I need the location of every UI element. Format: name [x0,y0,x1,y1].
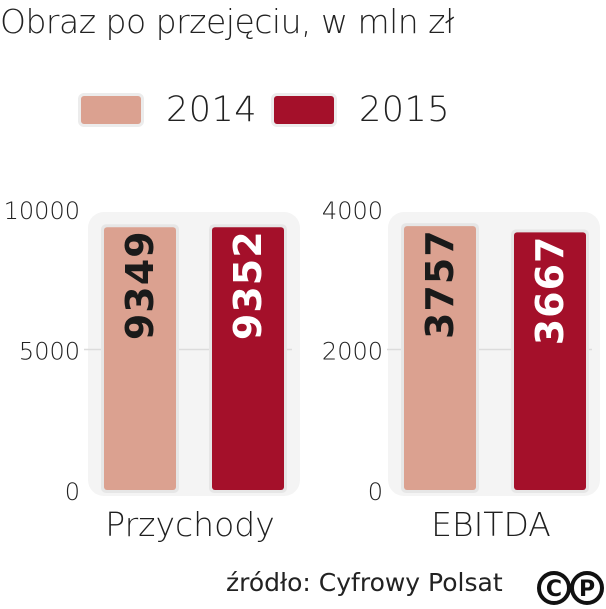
bar-value-label-1-0: 3757 [418,229,462,339]
bar-value-label-1-1: 3667 [528,236,572,346]
bar-value-label-0-0: 9349 [118,230,162,340]
bar-1-1 [514,232,586,490]
legend-label-2015: 2015 [359,90,451,130]
y-tick-label-1-1: 2000 [322,338,383,366]
cp-logo-letter-c: C [546,577,562,602]
legend-item-2015: 2015 [271,90,450,130]
source-note: źródło: Cyfrowy Polsat [226,568,503,597]
bar-0-1 [212,227,284,490]
legend-label-2014: 2014 [166,90,258,130]
y-tick-label-1-2: 0 [368,478,383,506]
legend-swatch-2015 [271,93,337,127]
bar-1-0 [404,226,476,491]
cp-logo-icon: C P [537,571,604,605]
y-tick-label-0-2: 0 [65,478,80,506]
y-tick-label-1-0: 4000 [322,197,383,225]
legend-swatch-2014 [78,93,144,127]
bar-0-0 [104,227,176,491]
cp-logo-letter-p: P [579,577,595,602]
bar-value-label-0-1: 9352 [226,230,270,340]
x-axis-label-0: Przychody [105,505,274,544]
y-tick-label-0-1: 5000 [19,338,80,366]
legend-item-2014: 2014 [78,90,257,130]
x-axis-label-1: EBITDA [431,505,551,544]
y-tick-label-0-0: 10000 [4,197,80,225]
chart-title: Obraz po przejęciu, w mln zł [0,2,454,41]
